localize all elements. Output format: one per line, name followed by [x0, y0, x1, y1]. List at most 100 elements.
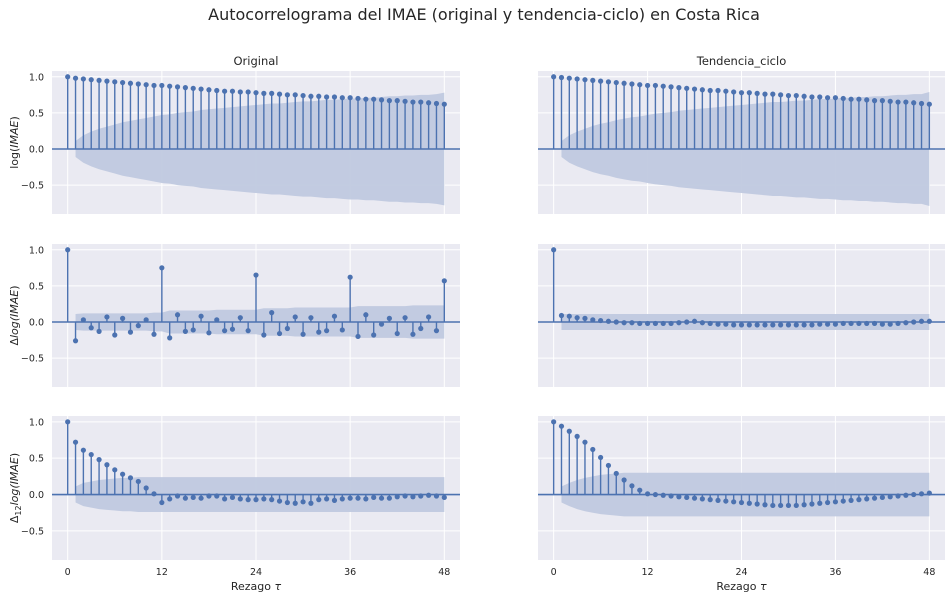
x-tick-label: 0 — [65, 567, 71, 578]
acf-point — [80, 447, 86, 453]
acf-point — [433, 493, 440, 499]
acf-point — [644, 82, 651, 89]
acf-point — [174, 493, 181, 499]
acf-point — [605, 79, 612, 85]
acf-point — [551, 419, 557, 425]
acf-point — [371, 96, 377, 102]
acf-point — [269, 497, 275, 503]
acf-point — [355, 333, 361, 340]
acf-point — [237, 315, 243, 321]
acf-point — [363, 96, 369, 102]
xlabel-text: Rezago — [716, 580, 760, 593]
acf-point — [174, 84, 181, 90]
acf-point — [88, 451, 94, 458]
acf-point — [206, 493, 212, 499]
y-tick-label: −0.5 — [21, 526, 44, 537]
acf-point — [652, 82, 659, 89]
acf-point — [182, 85, 188, 91]
acf-point — [378, 97, 385, 103]
acf-point — [691, 86, 698, 92]
acf-point — [754, 322, 760, 328]
acf-point — [65, 419, 71, 425]
acf-point — [918, 491, 925, 497]
acf-point — [691, 318, 698, 324]
acf-point — [817, 321, 823, 327]
acf-point — [582, 439, 588, 445]
acf-point — [598, 78, 604, 84]
acf-point — [684, 319, 690, 325]
acf-point — [316, 329, 322, 335]
acf-point — [840, 95, 846, 102]
acf-point — [668, 84, 674, 90]
acf-point — [402, 315, 408, 321]
x-tick-label: 24 — [735, 567, 747, 578]
acf-point — [112, 332, 118, 338]
acf-point — [895, 493, 901, 499]
y-tick-label: 0.0 — [29, 318, 44, 329]
acf-point — [127, 80, 134, 86]
acf-point — [65, 74, 71, 80]
y-axis-label: Δ12log(IMAE) — [8, 453, 23, 523]
ylabel-prefix: Δ — [8, 338, 21, 346]
acf-point — [206, 330, 212, 336]
acf-point — [167, 496, 173, 502]
acf-point — [143, 82, 149, 88]
acf-point — [809, 322, 815, 328]
acf-point — [754, 90, 760, 96]
acf-point — [65, 247, 71, 253]
acf-point — [660, 320, 666, 327]
x-tick-label: 48 — [923, 567, 935, 578]
acf-point — [222, 328, 228, 334]
acf-point — [895, 99, 901, 105]
acf-point — [566, 313, 572, 319]
acf-point — [731, 499, 737, 505]
acf-point — [441, 101, 447, 107]
acf-point — [198, 313, 204, 319]
acf-point — [871, 495, 878, 501]
acf-point — [253, 272, 259, 278]
acf-point — [715, 497, 721, 503]
acf-point — [426, 492, 432, 498]
acf-point — [887, 321, 893, 327]
acf-point — [253, 90, 259, 96]
acf-point — [738, 322, 745, 328]
acf-point — [699, 320, 705, 326]
acf-point — [895, 320, 901, 327]
acf-point — [558, 423, 565, 429]
acf-point — [135, 81, 141, 87]
acf-point — [770, 322, 776, 328]
ylabel-italic: IMAE — [8, 457, 21, 484]
acf-point — [707, 320, 713, 327]
acf-point — [143, 317, 149, 323]
y-tick-label: 0.5 — [29, 108, 44, 119]
acf-point — [355, 95, 361, 102]
acf-point — [832, 95, 839, 101]
acf-point — [159, 265, 165, 271]
acf-point — [824, 499, 831, 506]
acf-point — [410, 99, 416, 105]
acf-point — [316, 93, 322, 99]
acf-point — [292, 92, 298, 98]
acf-point — [159, 82, 165, 89]
acf-point — [222, 496, 228, 502]
acf-point — [879, 494, 885, 501]
acf-point — [903, 492, 909, 498]
ylabel-pre-italic: log( — [8, 316, 21, 338]
acf-point — [402, 98, 408, 104]
acf-point — [308, 500, 314, 506]
acf-point — [684, 494, 690, 501]
acf-point — [762, 502, 768, 508]
acf-point — [127, 329, 134, 335]
acf-point — [668, 320, 674, 327]
acf-point — [793, 502, 799, 509]
ylabel-prefix: Δ — [8, 515, 21, 523]
y-tick-label: 0.5 — [29, 454, 44, 465]
acf-point — [785, 502, 792, 509]
acf-point — [214, 493, 220, 499]
acf-point — [245, 497, 251, 503]
acf-point — [785, 92, 792, 99]
acf-point — [433, 100, 440, 107]
acf-point — [598, 454, 604, 461]
